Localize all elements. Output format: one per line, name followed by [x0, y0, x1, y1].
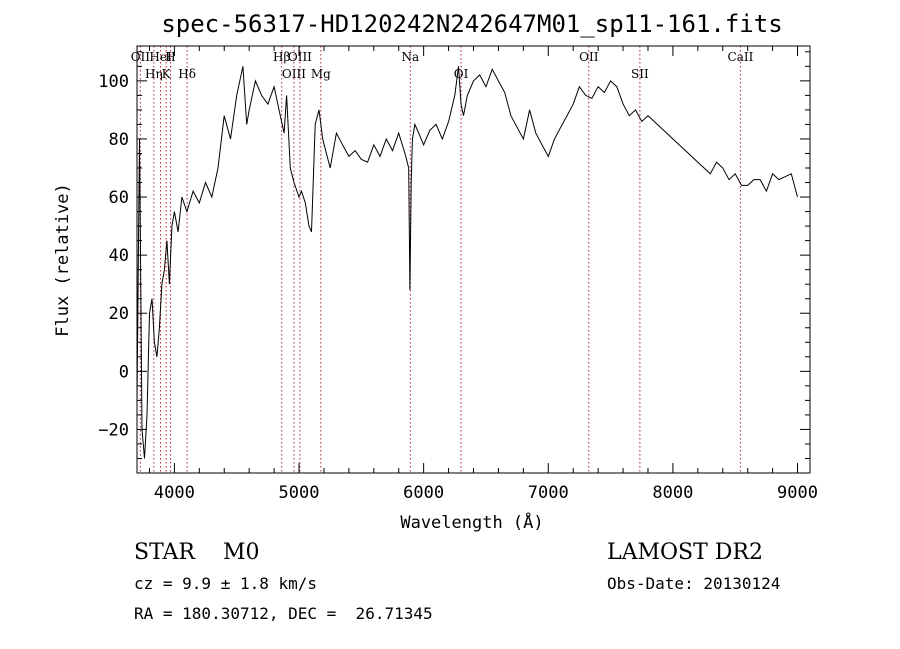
y-tick-label: 80 — [109, 130, 129, 150]
chart-title: spec-56317-HD120242N242647M01_sp11-161.f… — [161, 10, 782, 38]
emission-line-markers — [139, 46, 741, 473]
line-label: CaII — [728, 50, 754, 64]
y-tick-label: 20 — [109, 304, 129, 324]
line-label: Hη — [145, 67, 163, 81]
line-label: HeI — [149, 50, 172, 64]
line-label: Mg — [311, 67, 331, 81]
line-label: H — [165, 50, 175, 64]
line-label: SII — [631, 67, 649, 81]
x-tick-label: 8000 — [652, 483, 693, 503]
observation-date: Obs-Date: 20130124 — [607, 574, 781, 593]
line-label: OII — [131, 50, 151, 64]
coordinates: RA = 180.30712, DEC = 26.71345 — [134, 604, 433, 623]
x-tick-label: 6000 — [403, 483, 444, 503]
y-tick-label: 0 — [119, 362, 129, 382]
y-tick-label: 40 — [109, 246, 129, 266]
y-tick-label: 60 — [109, 188, 129, 208]
x-tick-label: 5000 — [279, 483, 320, 503]
line-label: OIII — [288, 50, 312, 64]
line-label: Hδ — [178, 67, 196, 81]
plot-frame — [136, 45, 811, 474]
x-tick-label: 9000 — [777, 483, 818, 503]
x-tick-label: 4000 — [154, 483, 195, 503]
survey-name: LAMOST DR2 — [607, 540, 763, 565]
line-label: OI — [454, 67, 469, 81]
line-label: OII — [579, 50, 599, 64]
line-label: K — [162, 67, 172, 81]
y-tick-label: −20 — [98, 420, 129, 440]
spectrum-line — [136, 66, 798, 459]
x-axis-label: Wavelength (Å) — [400, 511, 543, 533]
x-tick-label: 7000 — [528, 483, 569, 503]
object-class: STAR M0 — [134, 540, 260, 565]
redshift-velocity: cz = 9.9 ± 1.8 km/s — [134, 574, 318, 593]
y-axis-label: Flux (relative) — [53, 183, 73, 337]
line-label: OIII — [282, 67, 306, 81]
y-tick-label: 100 — [98, 72, 129, 92]
line-label: Hβ — [273, 50, 290, 64]
x-axis-ticks: 4000 5000 6000 7000 8000 9000 — [148, 46, 818, 503]
y-axis-ticks: −20 0 20 40 60 80 100 — [98, 51, 810, 459]
spectrum-series — [136, 66, 798, 459]
line-label: Na — [401, 50, 419, 64]
